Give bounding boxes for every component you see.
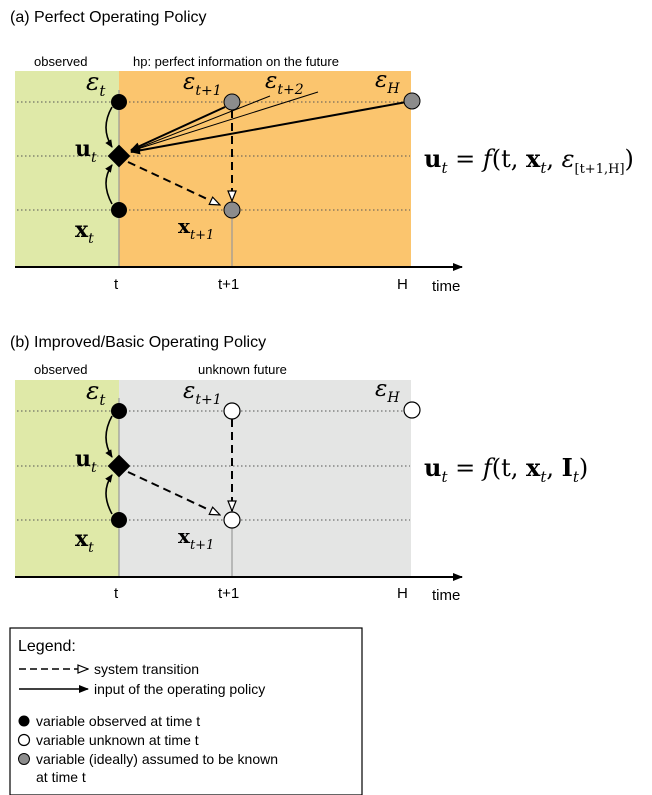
panel-b-title: (b) Improved/Basic Operating Policy	[10, 334, 266, 351]
panel-b-eps-H-label: εH	[375, 376, 400, 406]
panel-a-input-line-eps-t2	[130, 91, 319, 152]
panel-a-input-arrow-eps-t1	[130, 106, 226, 151]
panel-a-x-t1-node	[223, 201, 241, 219]
panel-b-eps-H-node	[403, 401, 421, 419]
panel-b-eps-to-u-arrow	[105, 415, 113, 458]
panel-a-input-arrow-epsH	[130, 100, 413, 155]
panel-a-tick-t: t	[114, 276, 119, 293]
panel-a-eps-t-label: εt	[86, 67, 106, 100]
panel-a-title: (a) Perfect Operating Policy	[10, 9, 207, 26]
panel-b-eps-t1-label: εt+1	[183, 378, 222, 408]
panel-a-axis-label: time	[432, 278, 460, 295]
panel-b-eps-t1-node	[223, 402, 241, 420]
panel-a-u-transition-arrow	[127, 161, 220, 206]
panel-a-eps-t-node	[111, 94, 127, 110]
panel-b-x-to-u-arrow	[105, 474, 113, 515]
panel-b-observed-label: observed	[34, 362, 87, 377]
panel-b-formula: ut = f(t, xt, It)	[424, 453, 588, 486]
panel-a-observed-region	[15, 71, 119, 267]
panel-b: (b) Improved/Basic Operating Policy obse…	[10, 334, 588, 604]
legend-box	[9, 627, 363, 795]
panel-b-region-label: unknown future	[198, 362, 287, 377]
panel-a-eps-t1-label: εt+1	[183, 69, 222, 99]
panel-b-eps-t-node	[111, 403, 127, 419]
panel-b-u-t-label: ut	[75, 446, 97, 476]
panel-a-known-future-region	[119, 71, 411, 267]
panel-b-tick-H: H	[397, 585, 408, 602]
panel-b-unknown-future-region	[119, 380, 411, 577]
panel-a-x-to-u-arrow	[105, 164, 113, 205]
panel-a-eps-H-node	[403, 92, 421, 110]
panel-a-eps-H-label: εH	[375, 67, 400, 97]
legend-gray-node	[18, 753, 30, 765]
legend-black-label: variable observed at time t	[36, 713, 200, 729]
legend-solid-label: input of the operating policy	[94, 681, 265, 697]
legend-white-label: variable unknown at time t	[36, 732, 199, 748]
panel-a-x-t-node	[111, 202, 127, 218]
panel-a-u-t-node	[107, 144, 131, 168]
panel-a-observed-label: observed	[34, 54, 87, 69]
panel-a-input-line-mid	[130, 95, 271, 152]
legend-title: Legend:	[18, 638, 76, 655]
panel-b-tick-t: t	[114, 585, 119, 602]
panel-b-x-t1-node	[223, 511, 241, 529]
panel-b-x-t1-label: xt+1	[178, 524, 214, 553]
legend-gray-label-1: variable (ideally) assumed to be known	[36, 751, 278, 767]
panel-b-tick-t1: t+1	[218, 585, 239, 602]
panel-b-eps-t-label: εt	[86, 376, 106, 409]
panel-b-axis-label: time	[432, 587, 460, 604]
panel-a-tick-t1: t+1	[218, 276, 239, 293]
panel-a-tick-H: H	[397, 276, 408, 293]
legend-black-node	[18, 715, 30, 727]
panel-a-eps-t2-label: εt+2	[265, 68, 304, 98]
panel-b-x-t-node	[111, 512, 127, 528]
panel-a-eps-to-u-arrow	[105, 106, 113, 148]
panel-b-u-transition-arrow	[127, 471, 220, 516]
legend-dashed-label: system transition	[94, 661, 199, 677]
legend-white-node	[17, 733, 31, 747]
panel-b-observed-region	[15, 380, 119, 577]
panel-a-eps-t1-node	[223, 93, 241, 111]
panel-a: (a) Perfect Operating Policy observed hp…	[10, 9, 634, 295]
panel-a-x-t1-label: xt+1	[178, 214, 214, 243]
panel-b-u-t-node	[107, 454, 131, 478]
panel-a-formula: ut = f(t, xt, ε[t+1,H])	[424, 144, 634, 177]
panel-a-region-label: hp: perfect information on the future	[133, 54, 339, 69]
legend: Legend: system transition input of the o…	[9, 627, 363, 795]
panel-a-x-t-label: xt	[75, 217, 94, 247]
panel-b-x-t-label: xt	[75, 526, 94, 556]
legend-gray-label-2: at time t	[36, 769, 86, 785]
panel-a-u-t-label: ut	[75, 136, 97, 166]
